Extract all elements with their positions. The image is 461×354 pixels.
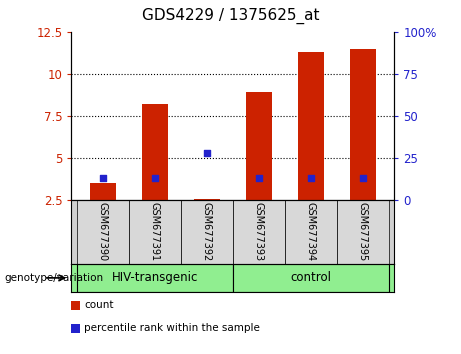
Text: GDS4229 / 1375625_at: GDS4229 / 1375625_at xyxy=(142,8,319,24)
Point xyxy=(99,175,106,181)
Text: HIV-transgenic: HIV-transgenic xyxy=(112,272,198,284)
Bar xyxy=(298,52,324,200)
Text: GSM677392: GSM677392 xyxy=(202,202,212,262)
Bar xyxy=(71,301,80,310)
Bar xyxy=(90,183,116,200)
Text: percentile rank within the sample: percentile rank within the sample xyxy=(84,323,260,333)
FancyBboxPatch shape xyxy=(233,200,285,264)
Text: GSM677391: GSM677391 xyxy=(150,202,160,262)
Text: GSM677395: GSM677395 xyxy=(358,202,368,262)
Point xyxy=(255,175,262,181)
FancyBboxPatch shape xyxy=(77,200,129,264)
FancyBboxPatch shape xyxy=(233,264,389,292)
Bar xyxy=(142,104,168,200)
Point xyxy=(151,175,159,181)
Bar xyxy=(71,324,80,333)
Text: GSM677390: GSM677390 xyxy=(98,202,108,262)
FancyBboxPatch shape xyxy=(181,200,233,264)
Point xyxy=(307,175,314,181)
FancyBboxPatch shape xyxy=(337,200,389,264)
Text: control: control xyxy=(290,272,331,284)
Bar xyxy=(246,92,272,200)
Point xyxy=(203,150,211,156)
Point xyxy=(359,175,366,181)
Text: GSM677393: GSM677393 xyxy=(254,202,264,262)
Text: GSM677394: GSM677394 xyxy=(306,202,316,262)
FancyBboxPatch shape xyxy=(129,200,181,264)
FancyBboxPatch shape xyxy=(285,200,337,264)
Text: genotype/variation: genotype/variation xyxy=(5,273,104,283)
Bar xyxy=(194,199,220,200)
Bar xyxy=(350,49,376,200)
Text: count: count xyxy=(84,300,114,310)
FancyBboxPatch shape xyxy=(77,264,233,292)
